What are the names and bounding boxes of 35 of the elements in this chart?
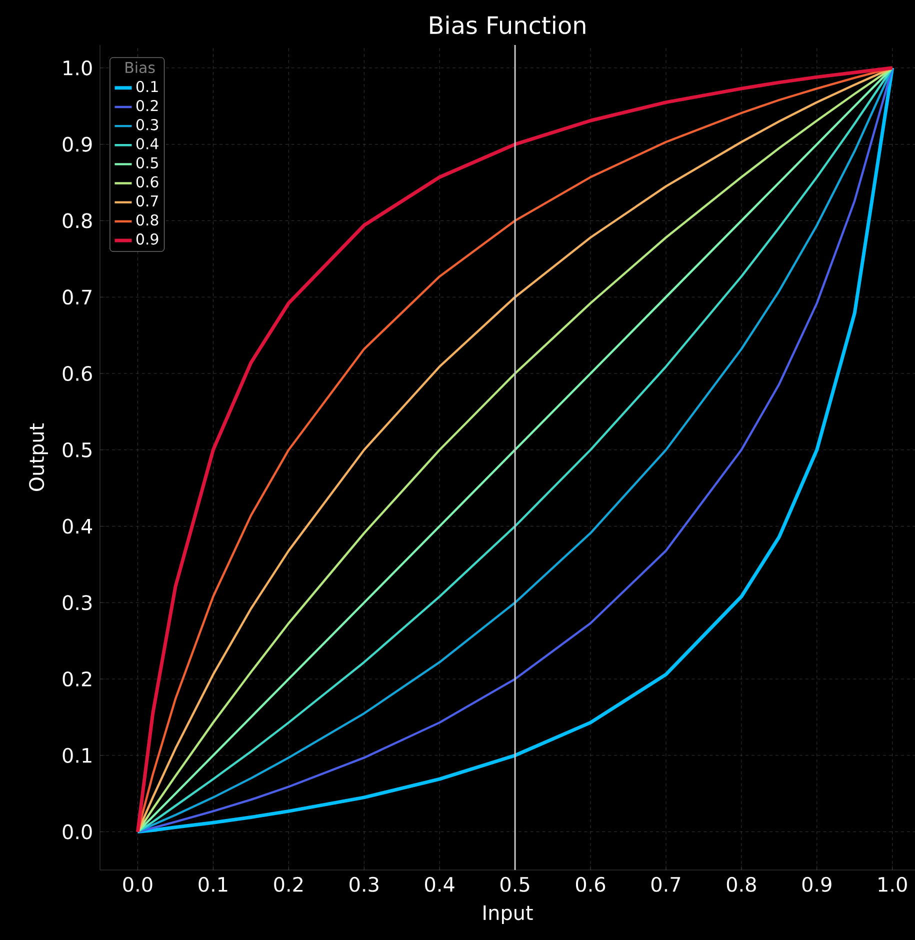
legend-label: 0.1 [136,80,158,92]
legend-label: 0.7 [136,195,158,207]
y-tick-label: 1.0 [64,60,92,76]
legend-title: Bias [126,62,155,74]
y-axis-title: Output [28,423,48,491]
x-tick-label: 0.4 [424,876,454,892]
legend-label: 0.9 [136,233,158,245]
y-tick-label: 0.2 [62,671,92,687]
x-tick-label: 0.7 [651,876,680,892]
y-tick-label: 0.3 [62,595,92,610]
x-tick-label: 0.8 [726,876,756,892]
x-tick-label: 0.2 [274,876,302,892]
legend-label: 0.4 [136,138,158,150]
y-tick-label: 0.0 [62,824,92,840]
x-tick-label: 0.6 [576,876,605,892]
y-tick-label: 0.8 [62,213,92,228]
y-tick-label: 0.1 [62,748,92,763]
legend-label: 0.5 [136,157,158,168]
x-tick-label: 0.9 [802,876,832,892]
y-tick-label: 0.6 [62,366,92,381]
y-tick-label: 0.7 [62,290,92,305]
legend-label: 0.2 [136,100,158,112]
x-axis-title: Input [484,905,533,924]
x-tick-label: 0.0 [123,876,152,892]
y-tick-label: 0.4 [62,518,92,534]
legend-label: 0.6 [136,176,158,188]
x-tick-label: 0.3 [349,876,378,892]
legend-label: 0.3 [136,119,158,130]
chart-title: Bias Function [430,16,586,34]
x-tick-label: 0.1 [198,876,228,892]
y-tick-label: 0.5 [62,442,92,458]
x-tick-label: 1.0 [878,876,907,892]
x-tick-label: 0.5 [500,876,530,892]
legend-label: 0.8 [136,214,158,226]
y-tick-label: 0.9 [62,136,92,152]
